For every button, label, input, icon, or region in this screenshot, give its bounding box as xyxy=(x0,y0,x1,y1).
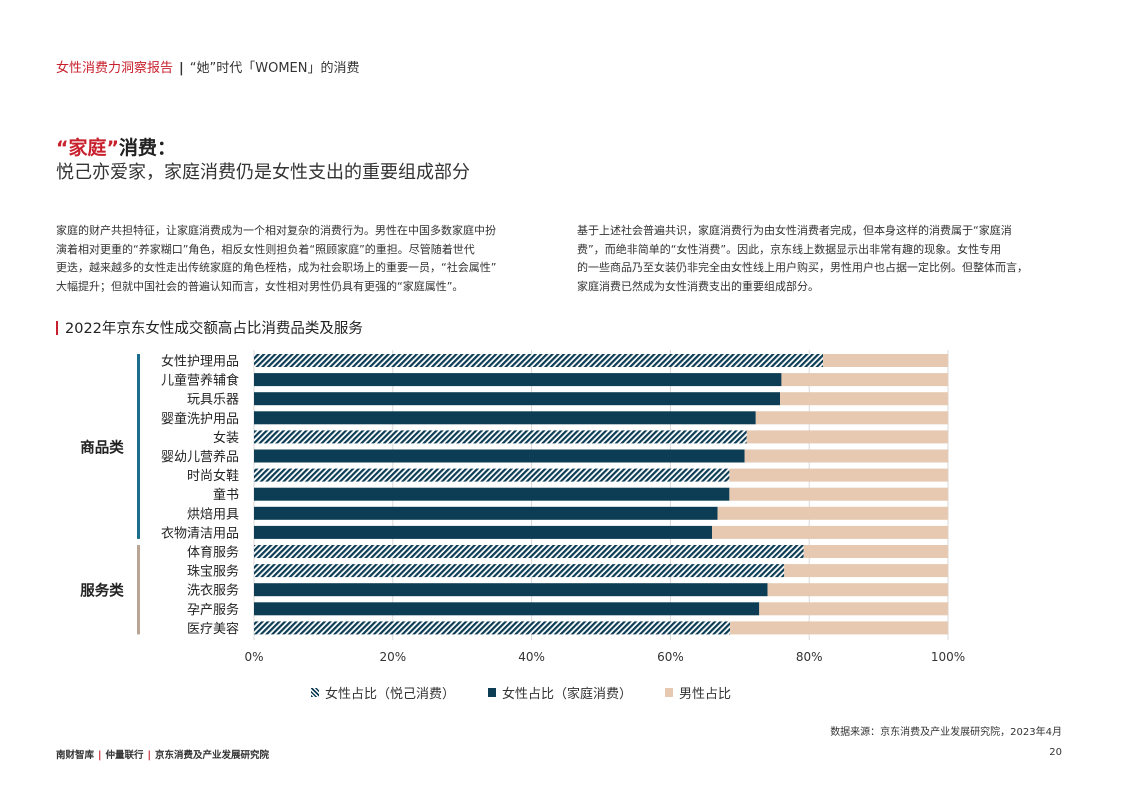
bars-group xyxy=(254,354,948,635)
section-title-rest: 消费： xyxy=(118,137,176,159)
chart-title-text: 2022年京东女性成交额高占比消费品类及服务 xyxy=(65,321,363,337)
bar-male xyxy=(803,545,948,558)
paragraph-line: 基于上述社会普遍共识，家庭消费行为由女性消费者完成，但本身这样的消费属于“家庭消 xyxy=(577,224,1012,237)
bar-female-self-pleasing xyxy=(254,545,804,558)
category-label: 烘焙用具 xyxy=(187,507,239,522)
group-label: 服务类 xyxy=(80,582,124,600)
chart-legend: 女性占比（悦己消费） 女性占比（家庭消费） 男性占比 xyxy=(311,683,764,702)
paragraph-line: 的一些商品乃至女装仍非完全由女性线上用户购买，男性用户也占据一定比例。但整体而言… xyxy=(577,261,1028,274)
x-tick-label: 40% xyxy=(518,650,545,664)
bar-female-family xyxy=(254,487,730,501)
legend-label: 男性占比 xyxy=(679,687,732,702)
category-label: 洗衣服务 xyxy=(187,583,239,599)
category-label: 婴幼儿营养品 xyxy=(161,449,239,465)
bar-female-family xyxy=(254,506,718,520)
bar-female-family xyxy=(254,392,781,406)
bar-female-family xyxy=(254,411,756,425)
paragraph-line: 大幅提升；但就中国社会的普遍认知而言，女性相对男性仍具有更强的“家庭属性”。 xyxy=(56,279,464,293)
chart-title-accent-bar xyxy=(56,321,58,335)
bar-male xyxy=(823,354,948,367)
bar-male xyxy=(759,602,948,616)
legend-swatch-self-pleasing xyxy=(311,688,319,697)
legend-swatch-family xyxy=(488,688,497,697)
bar-male xyxy=(784,564,948,578)
category-label: 衣物清洁用品 xyxy=(161,525,239,541)
footer-orgs: 南财智库 | 仲量联行 | 京东消费及产业发展研究院 xyxy=(56,747,269,761)
paragraph-left: 家庭的财产共担特征，让家庭消费成为一个相对复杂的消费行为。男性在中国多数家庭中扮… xyxy=(56,222,542,296)
bar-female-self-pleasing xyxy=(254,564,785,578)
bar-female-self-pleasing xyxy=(254,354,824,367)
footer-org: 京东消费及产业发展研究院 xyxy=(155,750,270,761)
bar-male xyxy=(767,583,948,597)
bar-female-family xyxy=(254,583,768,597)
x-tick-label: 100% xyxy=(931,650,965,664)
header-separator: | xyxy=(179,61,184,76)
x-tick-label: 80% xyxy=(796,650,823,664)
bar-female-family xyxy=(254,373,782,387)
paragraph-line: 更迭，越来越多的女性走出传统家庭的角色桎梏，成为社会职场上的重要一员，“社会属性… xyxy=(56,261,497,274)
legend-item-self-pleasing: 女性占比（悦己消费） xyxy=(311,683,455,702)
bar-female-family xyxy=(254,449,745,463)
paragraph-right: 基于上述社会普遍共识，家庭消费行为由女性消费者完成，但本身这样的消费属于“家庭消… xyxy=(577,222,1065,296)
bar-female-family xyxy=(254,602,760,616)
legend-swatch-male xyxy=(665,688,674,697)
category-label: 医疗美容 xyxy=(187,621,239,637)
category-label: 女装 xyxy=(213,430,239,446)
group-label: 商品类 xyxy=(80,438,124,456)
report-name: 女性消费力洞察报告 xyxy=(56,61,174,76)
x-tick-label: 20% xyxy=(379,650,406,664)
bar-male xyxy=(746,430,948,444)
bar-male xyxy=(730,621,948,635)
bar-male xyxy=(729,487,948,501)
bar-female-self-pleasing xyxy=(254,430,747,444)
x-tick-label: 60% xyxy=(657,650,684,664)
category-label: 儿童营养辅食 xyxy=(161,373,239,389)
legend-item-family: 女性占比（家庭消费） xyxy=(488,683,632,702)
footer-separator: | xyxy=(147,750,151,761)
bar-male xyxy=(744,449,948,463)
footer-org: 南财智库 xyxy=(56,750,95,761)
category-label: 体育服务 xyxy=(187,545,239,561)
paragraph-line: 家庭的财产共担特征，让家庭消费成为一个相对复杂的消费行为。男性在中国多数家庭中扮 xyxy=(56,224,496,237)
bar-male xyxy=(712,525,948,539)
group-bar xyxy=(137,354,140,539)
category-label: 女性护理用品 xyxy=(161,354,239,370)
bar-male xyxy=(755,411,948,425)
legend-label: 女性占比（家庭消费） xyxy=(502,687,633,702)
x-axis-ticks: 0% 20% 40% 60% 80% 100% xyxy=(244,650,965,664)
category-labels: 女性护理用品儿童营养辅食玩具乐器婴童洗护用品女装婴幼儿营养品时尚女鞋童书烘焙用具… xyxy=(161,354,239,637)
paragraph-line: 家庭消费已然成为女性消费支出的重要组成部分。 xyxy=(577,279,819,293)
category-label: 玩具乐器 xyxy=(187,393,239,408)
chart-title: 2022年京东女性成交额高占比消费品类及服务 xyxy=(56,317,363,338)
section-title: “家庭”消费： xyxy=(56,133,176,160)
bar-female-self-pleasing xyxy=(254,621,731,635)
category-label: 婴童洗护用品 xyxy=(161,411,239,427)
category-label: 时尚女鞋 xyxy=(187,468,239,484)
category-label: 童书 xyxy=(213,487,239,503)
footer-org: 仲量联行 xyxy=(105,750,144,761)
section-subtitle: 悦己亦爱家，家庭消费仍是女性支出的重要组成部分 xyxy=(56,162,470,183)
report-header: 女性消费力洞察报告 | “她”时代「WOMEN」的消费 xyxy=(56,57,359,76)
bar-female-family xyxy=(254,525,713,539)
legend-label: 女性占比（悦己消费） xyxy=(325,687,456,702)
paragraph-line: 费”，而绝非简单的“女性消费”。因此，京东线上数据显示出非常有趣的现象。女性专用 xyxy=(577,242,1002,256)
legend-item-male: 男性占比 xyxy=(665,683,731,702)
footer-separator: | xyxy=(98,750,102,761)
bar-male xyxy=(781,373,948,387)
category-label: 珠宝服务 xyxy=(187,564,239,580)
bar-male xyxy=(729,468,948,482)
category-label: 孕产服务 xyxy=(187,602,239,618)
page-number: 20 xyxy=(1049,747,1062,758)
paragraph-line: 演着相对更重的“养家糊口”角色，相反女性则担负着“照顾家庭”的重担。尽管随着世代 xyxy=(56,242,475,256)
section-title-highlight: “家庭” xyxy=(56,137,119,159)
report-subtitle: “她”时代「WOMEN」的消费 xyxy=(189,61,360,76)
bar-male xyxy=(780,392,948,406)
bar-female-self-pleasing xyxy=(254,468,730,482)
x-tick-label: 0% xyxy=(244,650,263,664)
bar-male xyxy=(717,506,948,520)
data-source: 数据来源：京东消费及产业发展研究院，2023年4月 xyxy=(830,727,1062,738)
group-bar xyxy=(137,545,140,635)
